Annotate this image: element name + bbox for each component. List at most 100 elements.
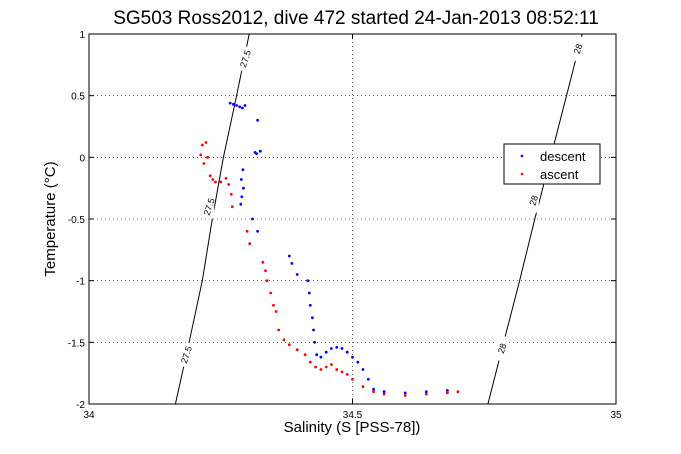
y-tick-label: -2: [76, 400, 85, 411]
data-point-descent: [345, 350, 349, 354]
data-point-descent: [239, 202, 243, 206]
data-point-descent: [239, 178, 243, 181]
data-point-ascent: [361, 385, 365, 389]
data-point-ascent: [319, 368, 323, 371]
y-tick-label: -1.5: [68, 338, 86, 349]
data-point-descent: [242, 186, 245, 190]
data-point-ascent: [202, 162, 206, 165]
data-point-descent: [287, 254, 291, 258]
data-point-ascent: [335, 368, 339, 371]
contour-label-bg: [181, 342, 192, 367]
data-point-descent: [256, 229, 259, 233]
data-point-descent: [253, 151, 257, 154]
data-point-ascent: [248, 242, 252, 246]
data-point-descent: [290, 262, 294, 265]
axis-ticks: 34 34.5 35 -2 -1.5 -1 -0.5 0 0.5 1: [68, 30, 622, 421]
data-point-descent: [243, 104, 247, 107]
data-point-ascent: [224, 176, 228, 180]
contour-label: 28: [496, 342, 509, 355]
y-tick-label: 0: [79, 153, 85, 164]
data-point-ascent: [208, 174, 212, 178]
data-point-descent: [366, 377, 370, 381]
data-point-descent: [356, 360, 360, 364]
data-point-descent: [228, 101, 232, 105]
legend-marker-descent: [520, 154, 524, 158]
legend-box: [503, 143, 601, 185]
data-point-ascent: [269, 291, 273, 295]
legend-label-descent: descent: [540, 149, 586, 164]
chart-title: SG503 Ross2012, dive 472 started 24-Jan-…: [113, 8, 599, 29]
contour-label-bg: [497, 336, 508, 361]
data-point-ascent: [351, 377, 354, 381]
data-point-ascent: [272, 303, 275, 307]
data-point-ascent: [295, 348, 299, 352]
data-point-ascent: [229, 192, 233, 196]
data-point-descent: [240, 195, 244, 199]
contour-label: 28: [572, 42, 585, 55]
data-point-descent: [235, 104, 239, 107]
data-point-descent: [340, 347, 344, 350]
data-point-ascent: [227, 183, 231, 186]
x-tick-label: 34: [83, 410, 95, 421]
data-point-ascent: [372, 390, 375, 394]
data-point-ascent: [245, 229, 249, 233]
y-tick-label: -0.5: [68, 215, 86, 226]
density-contour-line: [174, 33, 250, 405]
x-tick-label: 34.5: [343, 410, 363, 421]
data-point-ascent: [219, 180, 223, 184]
contour-label-bg: [204, 194, 215, 219]
data-point-descent: [295, 273, 299, 276]
legend-label-ascent: ascent: [540, 167, 579, 182]
data-point-ascent: [282, 338, 286, 342]
y-axis-label: Temperature (°C): [42, 161, 59, 276]
data-point-ascent: [446, 391, 449, 395]
data-point-ascent: [261, 260, 265, 264]
data-point-descent: [238, 105, 242, 109]
data-point-descent: [312, 328, 315, 332]
data-point-descent: [306, 279, 310, 283]
data-point-descent: [307, 291, 311, 295]
data-point-descent: [315, 353, 319, 357]
data-point-ascent: [330, 363, 333, 366]
legend-marker-ascent: [520, 172, 524, 176]
data-point-descent: [382, 390, 386, 394]
data-point-ascent: [265, 279, 269, 283]
data-point-descent: [241, 106, 244, 110]
data-point-descent: [403, 391, 407, 395]
data-point-descent: [361, 368, 365, 371]
data-point-ascent: [199, 153, 203, 157]
data-point-ascent: [340, 370, 344, 374]
data-point-descent: [251, 217, 254, 221]
x-axis-label: Salinity (S [PSS-78]): [284, 419, 421, 436]
contour-label-bg: [240, 46, 251, 71]
y-tick-label: 1: [79, 30, 85, 41]
data-point-ascent: [345, 373, 349, 376]
data-point-ascent: [303, 353, 307, 357]
data-point-descent: [446, 389, 449, 392]
data-point-descent: [424, 390, 428, 394]
data-point-descent: [324, 350, 328, 354]
data-point-ascent: [324, 365, 328, 369]
data-point-ascent: [314, 365, 317, 369]
data-point-descent: [372, 387, 375, 391]
y-tick-label: 0.5: [71, 92, 85, 103]
grid: [89, 34, 616, 404]
data-point-descent: [256, 118, 259, 122]
data-point-ascent: [308, 360, 312, 364]
contour-label-bg: [573, 36, 584, 61]
data-point-descent: [232, 102, 235, 106]
data-point-ascent: [382, 392, 386, 396]
data-point-ascent: [211, 178, 215, 181]
data-point-descent: [311, 316, 314, 320]
data-point-ascent: [264, 269, 267, 273]
data-point-ascent: [230, 205, 234, 209]
data-point-descent: [330, 347, 333, 350]
data-point-descent: [319, 355, 323, 359]
data-point-descent: [351, 355, 354, 359]
data-point-ascent: [214, 180, 217, 184]
legend: descent ascent: [503, 143, 601, 185]
y-tick-label: -1: [76, 277, 85, 288]
data-points: [199, 101, 460, 397]
contour-label: 28: [527, 194, 540, 207]
